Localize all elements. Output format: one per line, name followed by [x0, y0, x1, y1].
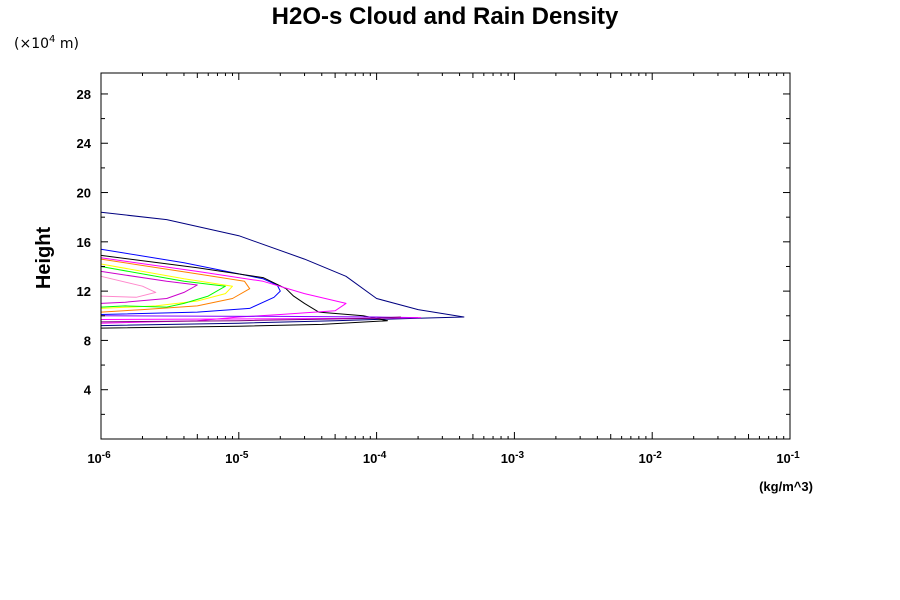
- y-unit: (×104 m): [14, 34, 79, 52]
- series-line-6: [100, 263, 233, 309]
- y-axis-label: Height: [33, 227, 55, 290]
- x-tick-label: 10-3: [501, 450, 525, 466]
- series-line-5: [100, 258, 251, 313]
- series-line-12: [100, 316, 401, 323]
- x-tick-label: 10-2: [639, 450, 663, 466]
- y-unit-suffix: m): [55, 36, 79, 52]
- y-tick-label: 28: [77, 87, 91, 102]
- y-unit-prefix: (×10: [14, 36, 49, 52]
- plot-frame: [100, 72, 791, 440]
- series-line-2: [100, 248, 281, 315]
- y-tick-label: 12: [77, 284, 91, 299]
- x-axis-unit: (kg/m^3): [759, 479, 813, 494]
- x-tick-label: 10-1: [776, 450, 800, 466]
- y-unit-exp: 4: [49, 34, 55, 45]
- y-tick-label: 20: [77, 186, 91, 201]
- series-line-11: [100, 317, 422, 320]
- x-tick-label: 10-6: [87, 450, 111, 466]
- series-line-8: [100, 270, 198, 304]
- y-tick-label: 24: [77, 136, 92, 151]
- chart-title: H2O-s Cloud and Rain Density: [272, 3, 619, 30]
- series-line-3: [100, 254, 388, 329]
- tick-layer: 4 8 12 16 20 24 28 10-6 10-5 10-4 10-3 10-2 10-1: [77, 73, 800, 466]
- y-tick-label: 4: [84, 383, 92, 398]
- series-line-7: [100, 266, 226, 308]
- y-tick-label: 16: [77, 235, 91, 250]
- x-tick-label: 10-4: [363, 450, 387, 466]
- series-line-1: [100, 211, 465, 327]
- x-tick-label: 10-5: [225, 450, 249, 466]
- series-layer: [100, 211, 465, 329]
- y-tick-label: 8: [84, 333, 91, 348]
- series-line-9: [100, 275, 157, 298]
